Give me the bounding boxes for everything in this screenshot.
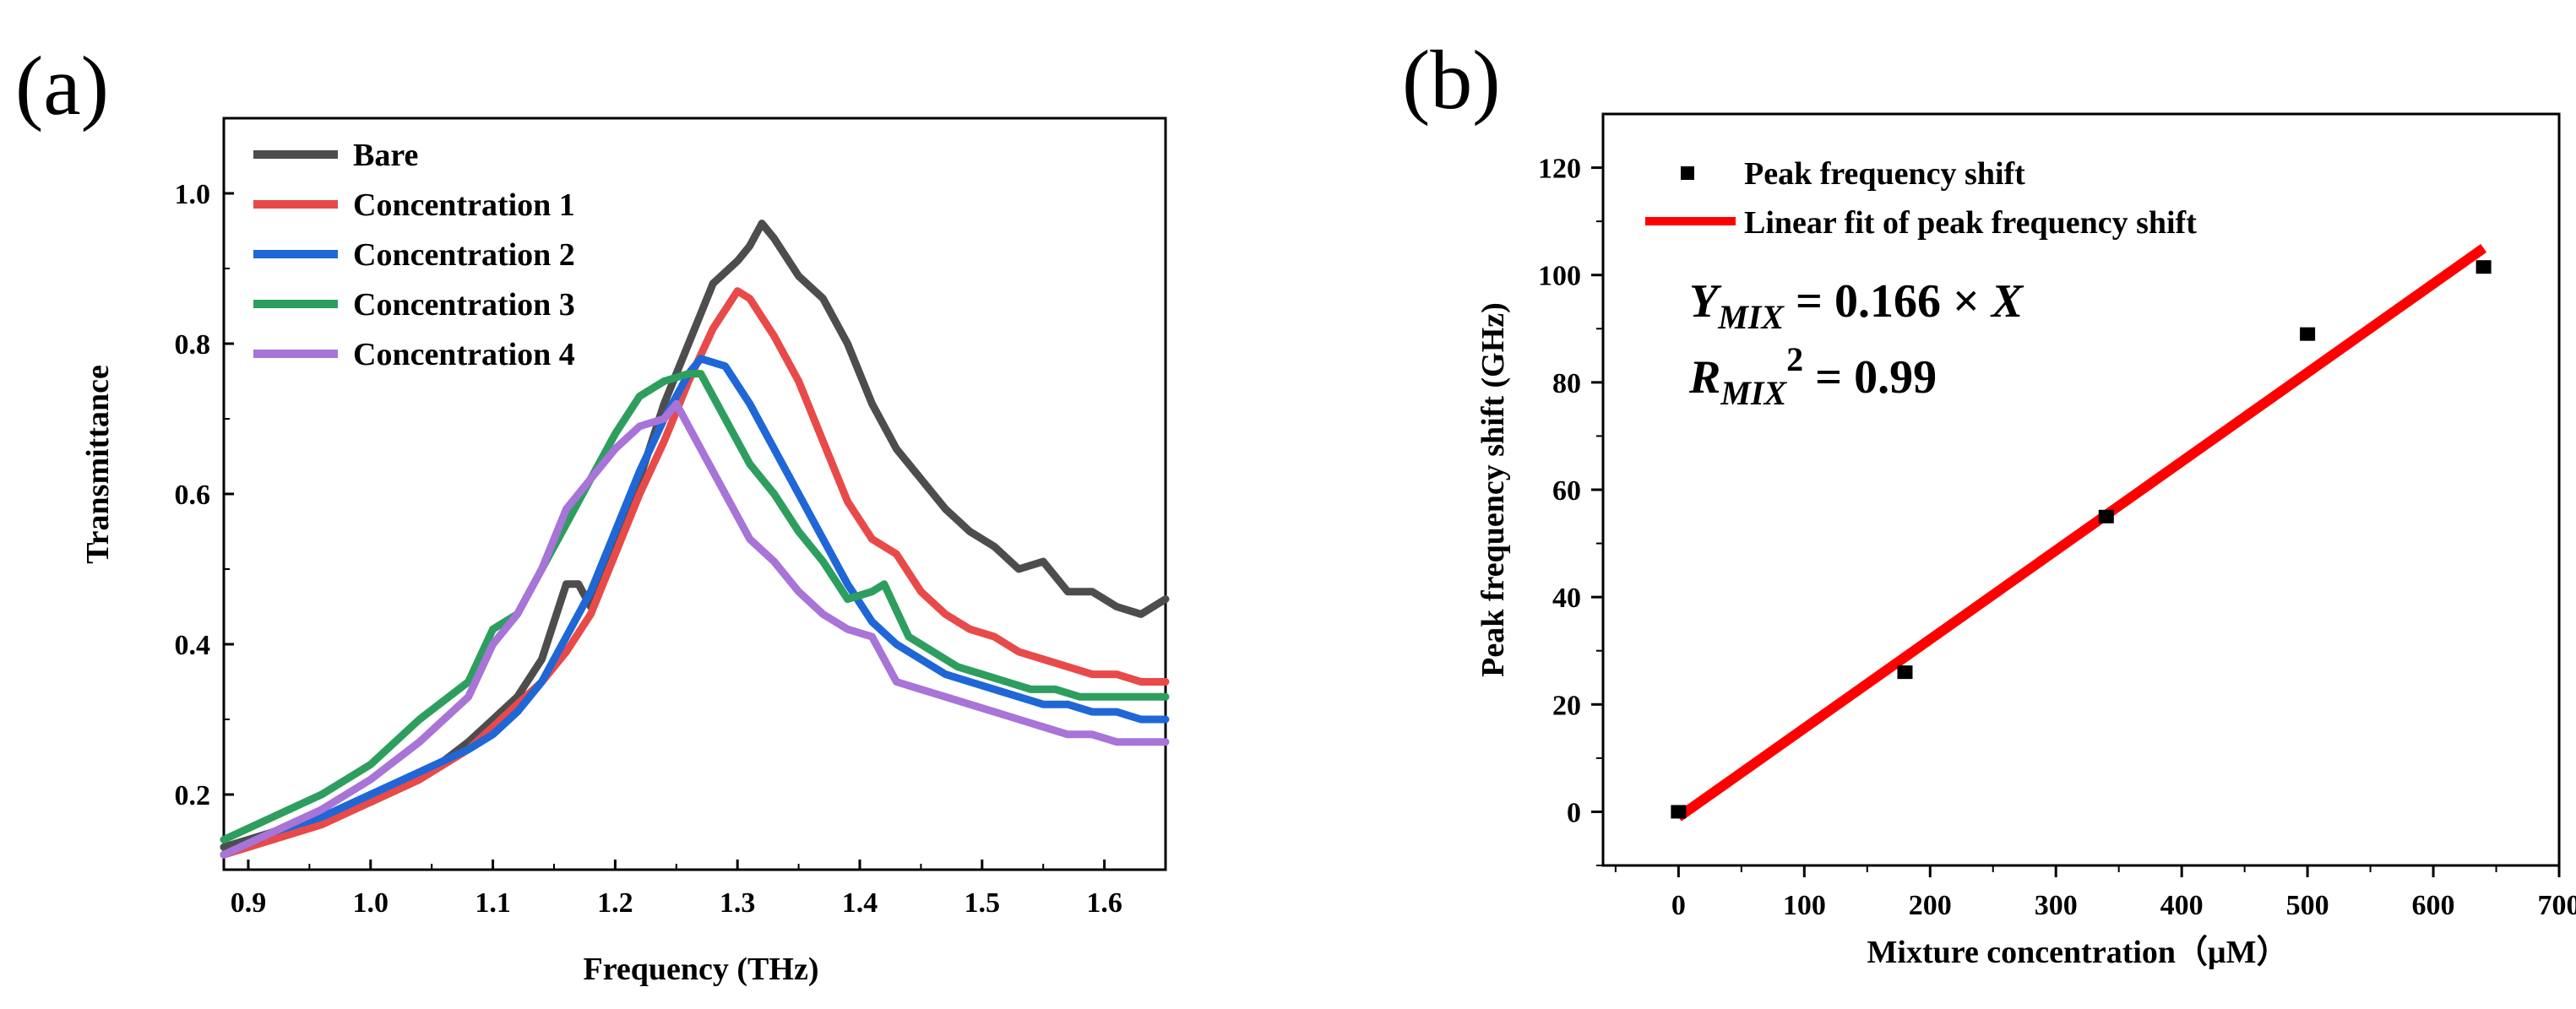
y-tick-label: 60 (1552, 475, 1581, 507)
x-tick-label: 1.5 (965, 887, 1001, 919)
y-tick-label: 80 (1552, 368, 1581, 399)
x-tick-label: 700 (2538, 890, 2576, 921)
x-tick-label: 1.2 (597, 887, 633, 919)
panel-b: (b) Mixture concentration（μM） Peak frequ… (1402, 33, 2576, 970)
data-point (2300, 327, 2316, 341)
data-point (2098, 509, 2114, 523)
panel-a-axes-frame (222, 117, 1167, 871)
panel-a-xlabel: Frequency (THz) (584, 952, 819, 987)
y-tick-label: 40 (1552, 583, 1581, 614)
y-tick-label: 100 (1538, 261, 1581, 292)
fit-r-squared: RMIX2 = 0.99 (1688, 340, 1937, 412)
y-tick-label: 20 (1552, 690, 1581, 721)
legend-label-bare: Bare (353, 138, 418, 173)
x-tick-label: 1.1 (475, 887, 511, 919)
data-point (1671, 805, 1687, 819)
x-tick-label: 200 (1909, 890, 1952, 921)
panel-a-label: (a) (15, 39, 109, 133)
y-tick-label: 0.8 (175, 329, 211, 361)
x-tick-label: 400 (2160, 890, 2204, 921)
x-tick-label: 0.9 (231, 887, 267, 919)
legend-label-concentration-3: Concentration 3 (353, 287, 575, 323)
legend-swatch-points (1681, 166, 1694, 180)
x-tick-label: 100 (1783, 890, 1826, 921)
fit-equation: YMIX = 0.166 × X (1689, 275, 2024, 336)
legend-label-fit: Linear fit of peak frequency shift (1744, 205, 2197, 241)
series-line-concentration-1 (220, 287, 1170, 859)
legend-label-concentration-1: Concentration 1 (353, 187, 575, 223)
series-line-concentration-2 (220, 355, 1170, 859)
x-tick-label: 0 (1671, 890, 1686, 921)
y-tick-label: 0.4 (175, 630, 211, 661)
fit-line (1675, 244, 2487, 822)
x-tick-label: 300 (2035, 890, 2078, 921)
panel-a: (a) Frequency (THz) Transmittance 0.9 1.0… (15, 39, 1170, 987)
legend-label-points: Peak frequency shift (1744, 156, 2025, 192)
legend-label-concentration-2: Concentration 2 (353, 237, 575, 273)
y-tick-label: 0.6 (175, 480, 211, 511)
panel-a-ylabel: Transmittance (80, 365, 116, 564)
y-tick-label: 0.2 (175, 780, 211, 811)
y-tick-label: 1.0 (175, 179, 211, 210)
panel-b-xlabel: Mixture concentration（μM） (1867, 935, 2289, 970)
panel-b-ylabel: Peak frequency shift (GHz) (1475, 302, 1511, 677)
legend-label-concentration-4: Concentration 4 (353, 337, 575, 372)
x-tick-label: 1.4 (842, 887, 878, 919)
series-line-concentration-4 (220, 399, 1170, 859)
series-line-bare (220, 220, 1170, 851)
x-tick-label: 600 (2412, 890, 2455, 921)
data-point (2475, 260, 2492, 274)
y-tick-label: 0 (1567, 797, 1581, 828)
panel-b-label: (b) (1402, 33, 1501, 127)
x-tick-label: 500 (2286, 890, 2329, 921)
data-point (1897, 665, 1913, 680)
x-tick-label: 1.0 (353, 887, 389, 919)
y-tick-label: 120 (1538, 154, 1581, 185)
x-tick-label: 1.3 (720, 887, 756, 919)
series-line-concentration-3 (220, 370, 1170, 844)
x-tick-label: 1.6 (1086, 887, 1122, 919)
